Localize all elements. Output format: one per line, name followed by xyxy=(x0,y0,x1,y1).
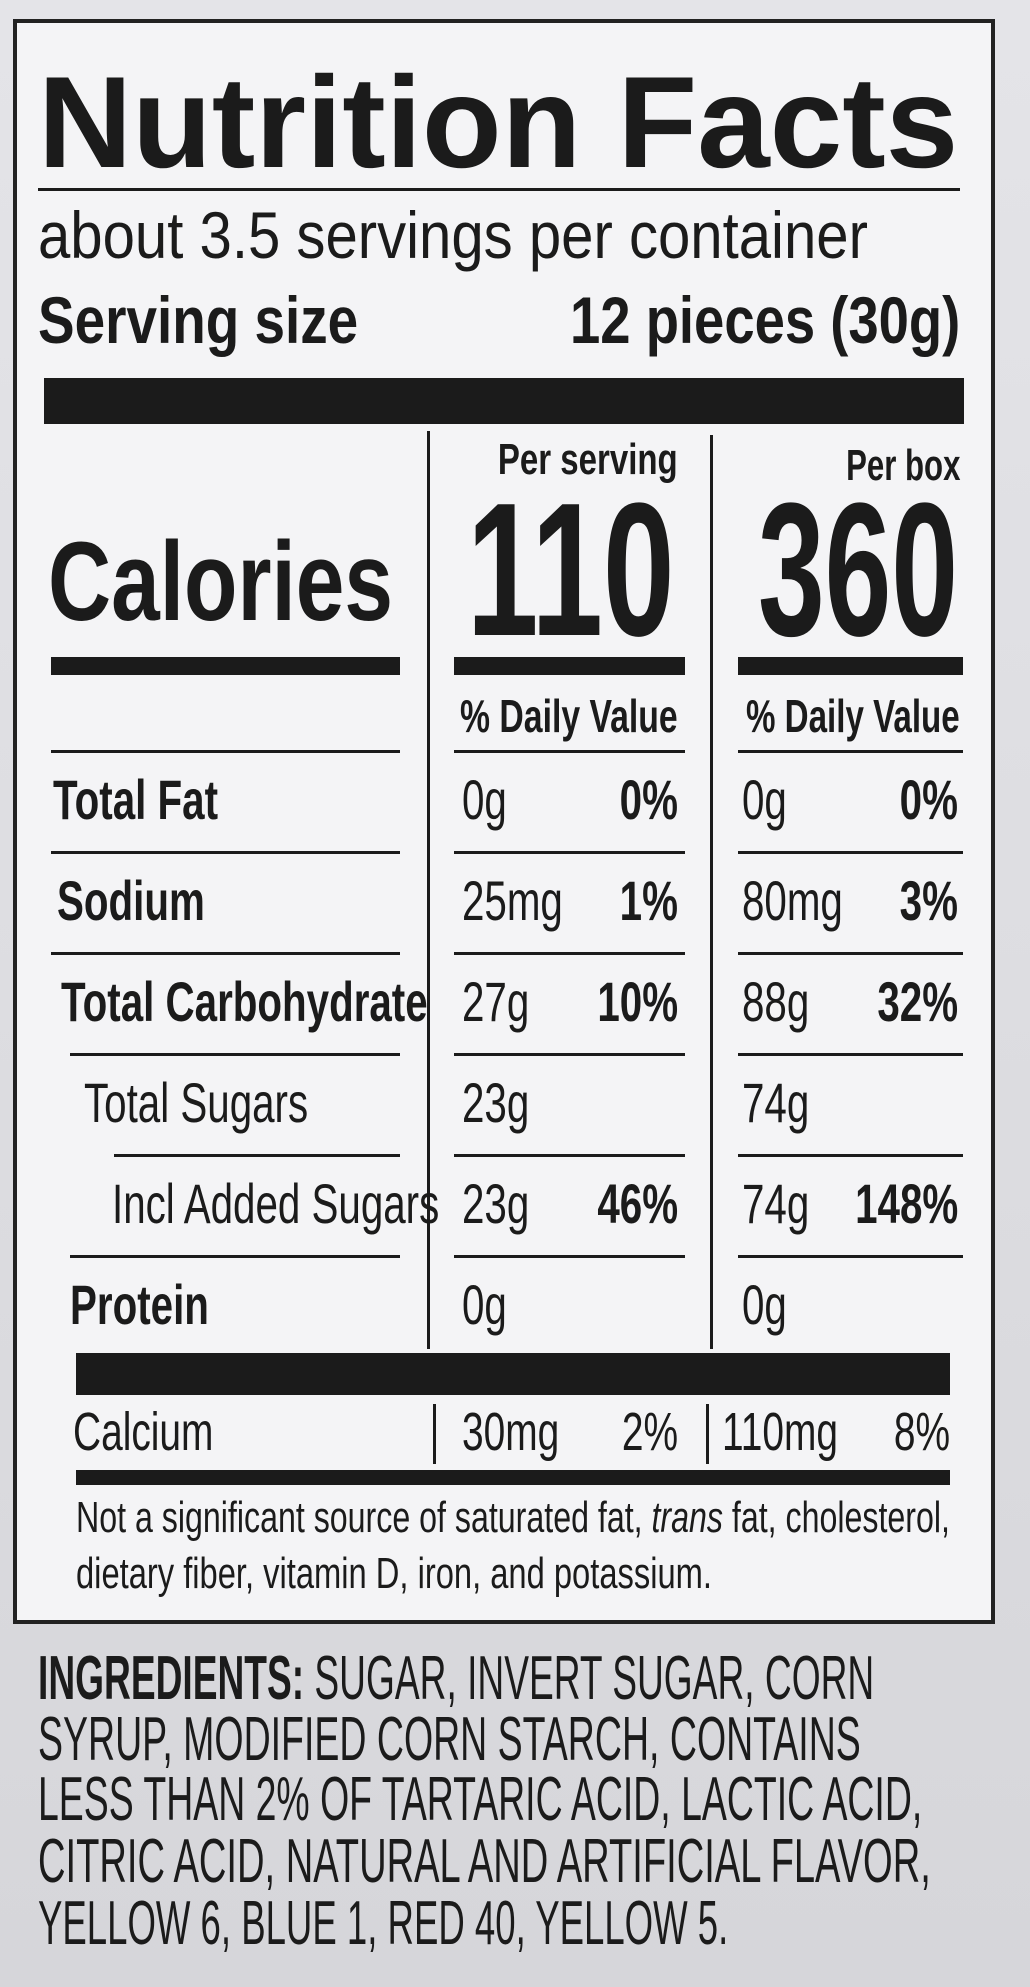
nutrient-name: Total Sugars xyxy=(84,1071,309,1134)
calcium-divider xyxy=(706,1404,709,1464)
ingredients-text: SYRUP, MODIFIED CORN STARCH, CONTAINS xyxy=(38,1705,861,1774)
calories-label: Calories xyxy=(48,519,393,644)
serving-amount: 0g xyxy=(462,768,507,831)
nutrient-name: Total Fat xyxy=(53,768,219,831)
box-dv: 148% xyxy=(854,1172,958,1235)
calories-bar xyxy=(454,657,685,675)
nutrient-name: Incl Added Sugars xyxy=(112,1172,440,1235)
footnote-text: Not a significant source of saturated fa… xyxy=(76,1493,652,1542)
column-divider xyxy=(710,435,713,1349)
box-amount: 88g xyxy=(742,970,810,1033)
serving-amount: 30mg xyxy=(462,1402,560,1462)
ingredients-text: LESS THAN 2% OF TARTARIC ACID, LACTIC AC… xyxy=(38,1765,923,1834)
serving-amount: 23g xyxy=(462,1071,530,1134)
row-line xyxy=(70,1053,400,1056)
nutrient-name: Protein xyxy=(70,1273,209,1336)
box-dv: 32% xyxy=(877,970,958,1033)
box-dv: 8% xyxy=(893,1402,950,1462)
row-line xyxy=(454,851,685,854)
thick-bar xyxy=(76,1353,950,1395)
box-amount: 74g xyxy=(742,1172,810,1235)
box-amount: 74g xyxy=(742,1071,810,1134)
serving-dv: 10% xyxy=(597,970,678,1033)
ingredients-label: INGREDIENTS: xyxy=(38,1644,305,1713)
footnote-line: Not a significant source of saturated fa… xyxy=(76,1496,950,1540)
per-box-header: Per box xyxy=(845,441,960,490)
box-amount: 110mg xyxy=(722,1402,838,1462)
serving-amount: 23g xyxy=(462,1172,530,1235)
calories-bar xyxy=(738,657,963,675)
row-line xyxy=(454,952,685,955)
ingredients-text: YELLOW 6, BLUE 1, RED 40, YELLOW 5. xyxy=(38,1889,729,1958)
per-serving-header: Per serving xyxy=(498,435,678,484)
nutrient-name: Sodium xyxy=(57,869,205,932)
thick-bar xyxy=(44,378,964,424)
calories-bar xyxy=(51,657,400,675)
footnote-line: dietary fiber, vitamin D, iron, and pota… xyxy=(76,1552,712,1596)
calories-per-box: 360 xyxy=(757,464,958,676)
row-line xyxy=(738,1154,963,1157)
row-line xyxy=(51,851,400,854)
row-line xyxy=(70,1255,400,1258)
serving-size-value: 12 pieces (30g) xyxy=(569,283,960,357)
row-line xyxy=(51,952,400,955)
serving-dv: 2% xyxy=(621,1402,678,1462)
row-line xyxy=(114,1154,400,1157)
row-line xyxy=(51,750,400,753)
serving-size-label: Serving size xyxy=(38,283,359,357)
ingredients-text: CITRIC ACID, NATURAL AND ARTIFICIAL FLAV… xyxy=(38,1827,931,1896)
servings-per-container: about 3.5 servings per container xyxy=(38,198,868,272)
row-line xyxy=(738,851,963,854)
serving-amount: 25mg xyxy=(462,869,563,932)
footnote-text: dietary fiber, vitamin D, iron, and pota… xyxy=(76,1549,712,1598)
column-divider xyxy=(427,431,430,1349)
row-line xyxy=(738,1053,963,1056)
box-amount: 0g xyxy=(742,1273,787,1336)
row-line xyxy=(454,1053,685,1056)
bottom-bar xyxy=(76,1470,950,1485)
row-line xyxy=(454,1154,685,1157)
serving-amount: 27g xyxy=(462,970,530,1033)
serving-dv: 1% xyxy=(619,869,678,932)
footnote-text: trans xyxy=(651,1493,723,1542)
footnote-text: fat, cholesterol, xyxy=(722,1493,950,1542)
ingredients-line: LESS THAN 2% OF TARTARIC ACID, LACTIC AC… xyxy=(38,1769,922,1831)
title-rule xyxy=(38,188,960,191)
daily-value-header: % Daily Value xyxy=(460,690,678,742)
row-line xyxy=(738,1255,963,1258)
title: Nutrition Facts xyxy=(38,49,959,195)
serving-dv: 46% xyxy=(597,1172,678,1235)
row-line xyxy=(738,750,963,753)
ingredients-line: INGREDIENTS: SUGAR, INVERT SUGAR, CORN xyxy=(38,1648,874,1710)
calories-per-serving: 110 xyxy=(467,464,675,676)
row-line xyxy=(454,1255,685,1258)
nutrient-name: Calcium xyxy=(73,1402,214,1462)
box-dv: 0% xyxy=(899,768,958,831)
ingredients-text: SUGAR, INVERT SUGAR, CORN xyxy=(304,1644,875,1713)
calcium-divider xyxy=(433,1404,436,1464)
serving-dv: 0% xyxy=(619,768,678,831)
daily-value-header: % Daily Value xyxy=(746,690,960,742)
serving-amount: 0g xyxy=(462,1273,507,1336)
row-line xyxy=(738,952,963,955)
ingredients-line: YELLOW 6, BLUE 1, RED 40, YELLOW 5. xyxy=(38,1893,728,1955)
row-line xyxy=(454,750,685,753)
ingredients-line: SYRUP, MODIFIED CORN STARCH, CONTAINS xyxy=(38,1709,861,1771)
box-amount: 0g xyxy=(742,768,787,831)
box-dv: 3% xyxy=(899,869,958,932)
nutrient-name: Total Carbohydrate xyxy=(61,970,428,1033)
box-amount: 80mg xyxy=(742,869,843,932)
ingredients-line: CITRIC ACID, NATURAL AND ARTIFICIAL FLAV… xyxy=(38,1831,931,1893)
